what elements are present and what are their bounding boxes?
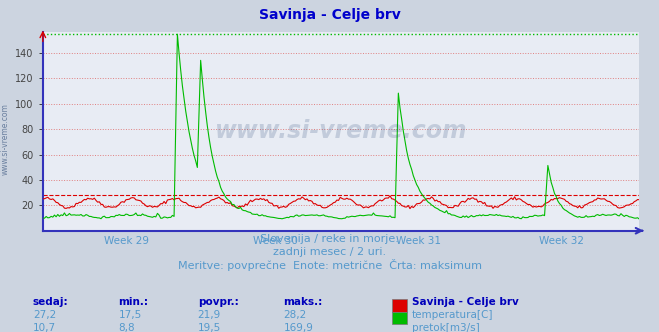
Text: 28,2: 28,2 [283, 310, 306, 320]
Text: povpr.:: povpr.: [198, 297, 239, 307]
Text: sedaj:: sedaj: [33, 297, 69, 307]
Text: Savinja - Celje brv: Savinja - Celje brv [412, 297, 519, 307]
Text: 8,8: 8,8 [119, 323, 135, 332]
Text: 10,7: 10,7 [33, 323, 56, 332]
Text: temperatura[C]: temperatura[C] [412, 310, 494, 320]
Text: 169,9: 169,9 [283, 323, 313, 332]
Text: pretok[m3/s]: pretok[m3/s] [412, 323, 480, 332]
Text: Meritve: povprečne  Enote: metrične  Črta: maksimum: Meritve: povprečne Enote: metrične Črta:… [177, 259, 482, 271]
Text: 27,2: 27,2 [33, 310, 56, 320]
Text: zadnji mesec / 2 uri.: zadnji mesec / 2 uri. [273, 247, 386, 257]
Text: 19,5: 19,5 [198, 323, 221, 332]
Text: Slovenija / reke in morje.: Slovenija / reke in morje. [260, 234, 399, 244]
Text: www.si-vreme.com: www.si-vreme.com [1, 104, 10, 175]
Text: 21,9: 21,9 [198, 310, 221, 320]
Text: min.:: min.: [119, 297, 149, 307]
Text: 17,5: 17,5 [119, 310, 142, 320]
Text: Savinja - Celje brv: Savinja - Celje brv [258, 8, 401, 22]
Text: maks.:: maks.: [283, 297, 323, 307]
Text: www.si-vreme.com: www.si-vreme.com [215, 119, 467, 143]
